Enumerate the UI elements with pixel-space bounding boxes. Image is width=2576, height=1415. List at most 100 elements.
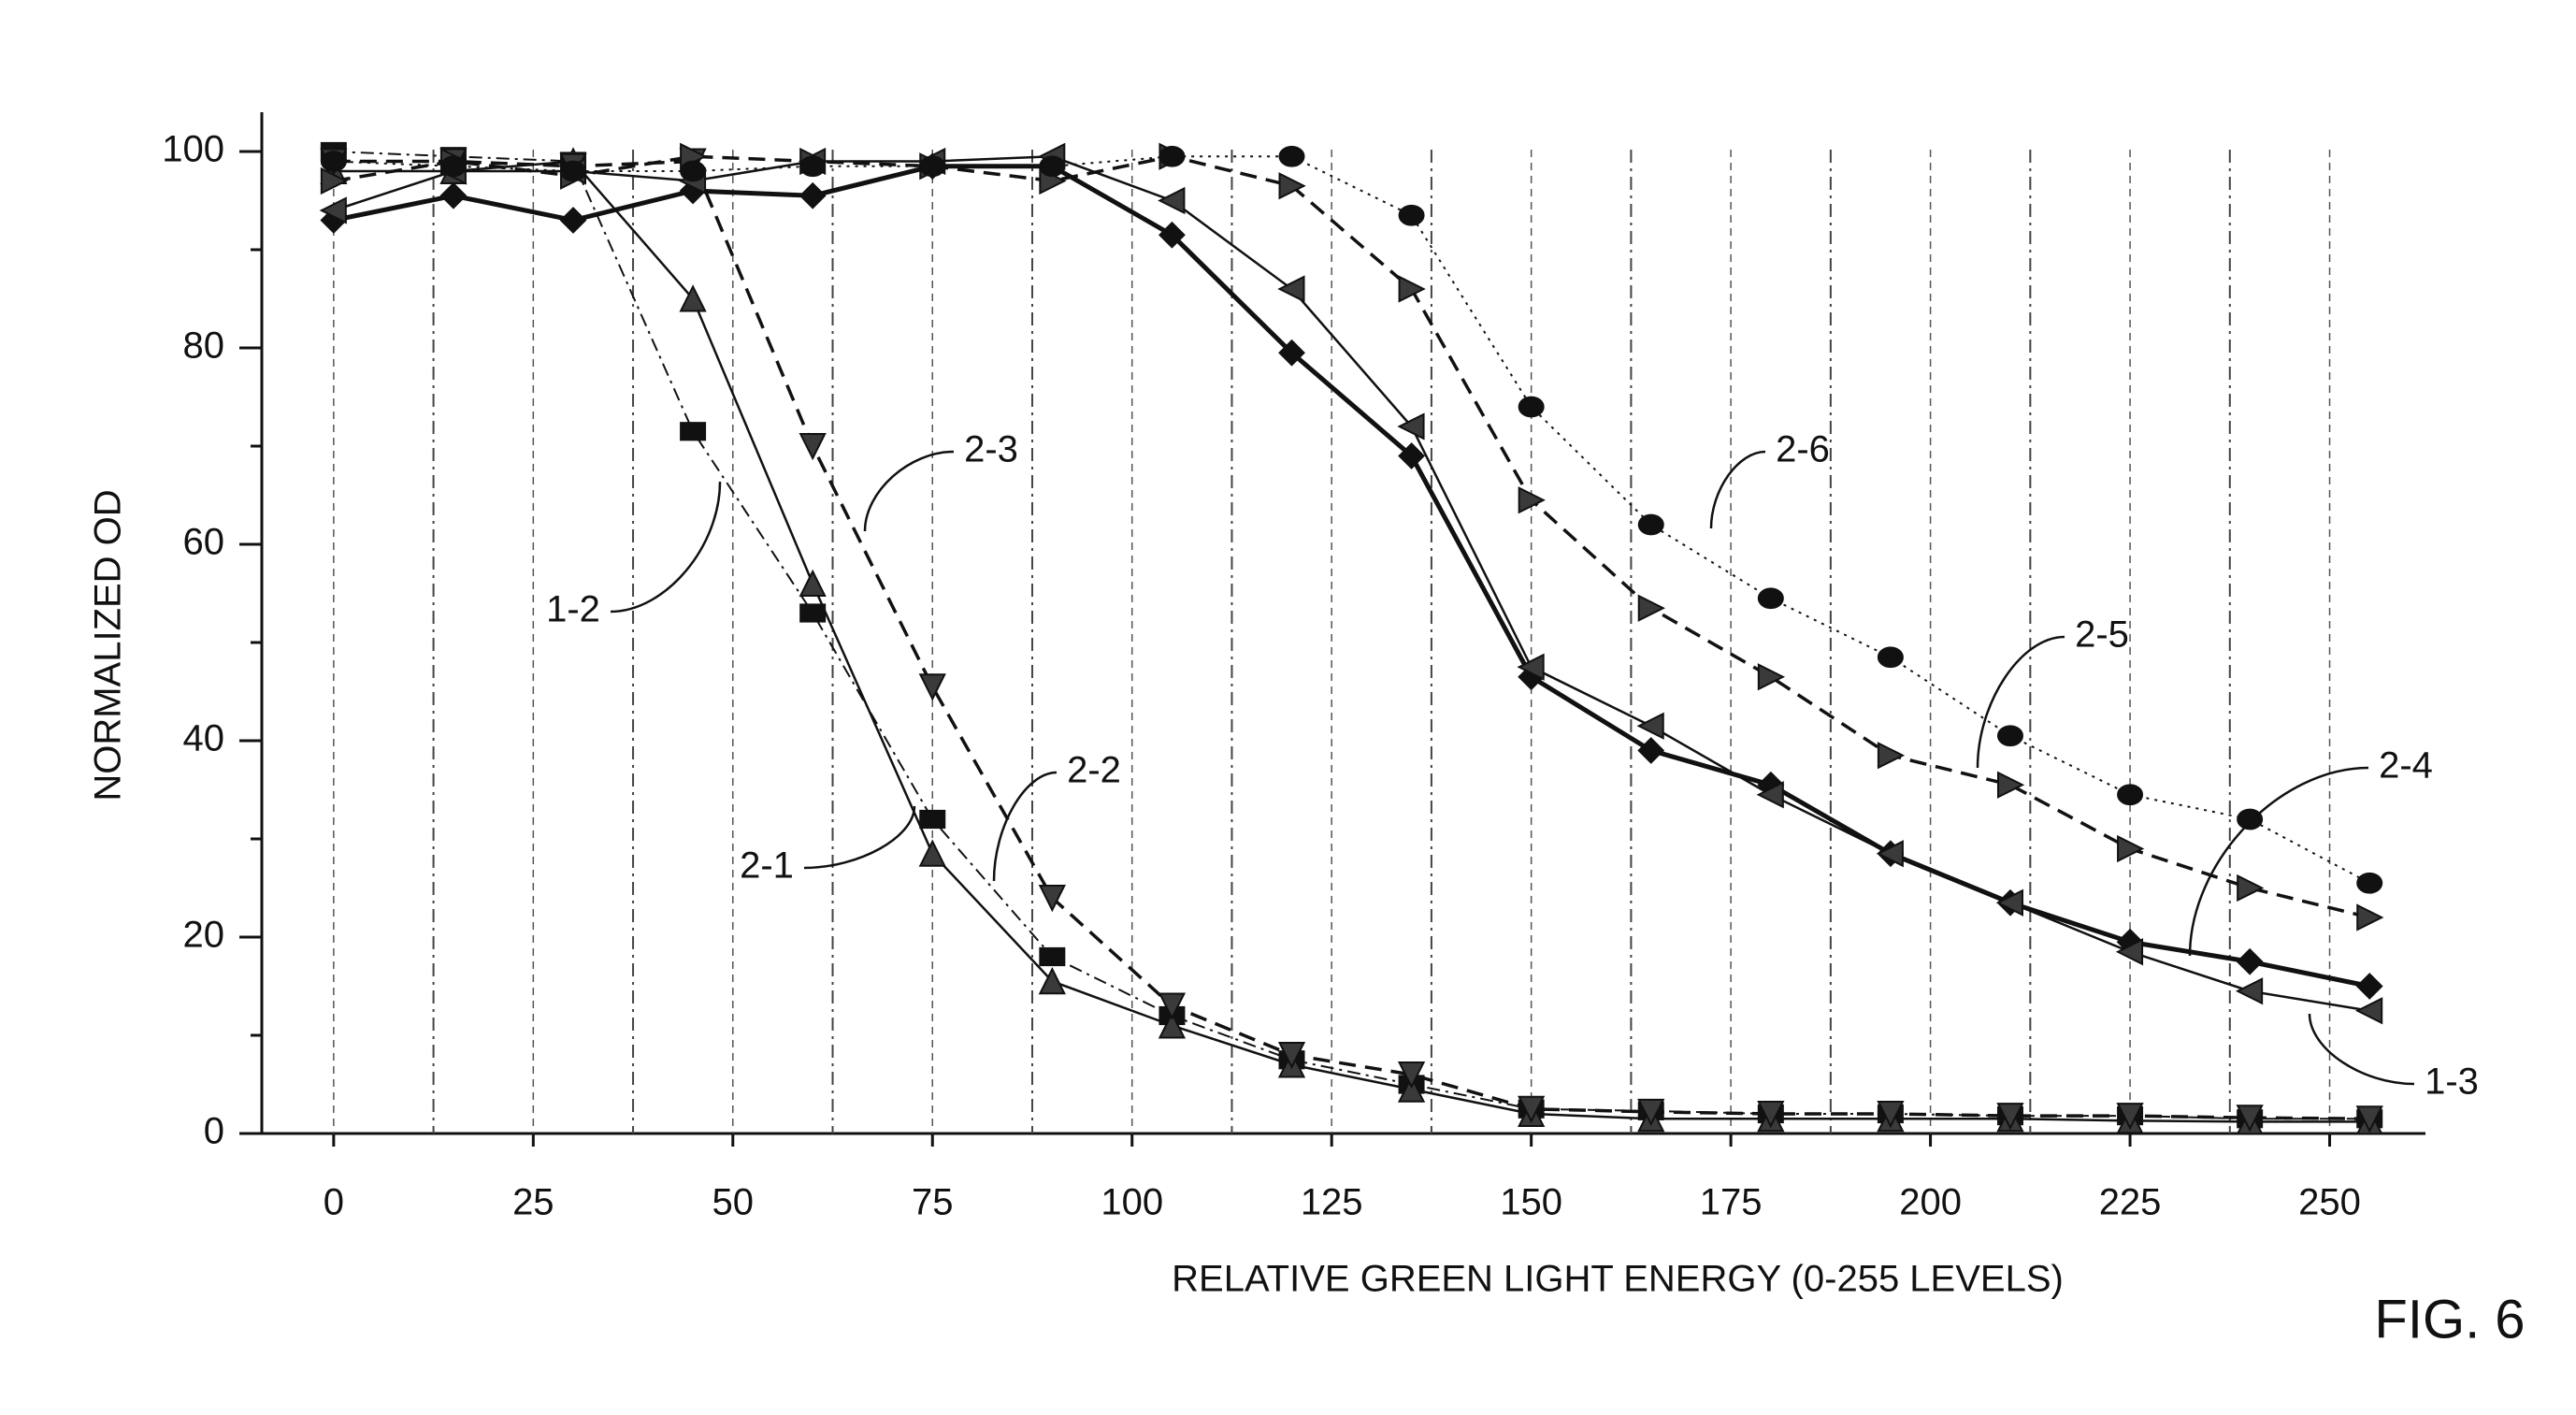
marker xyxy=(1278,172,1306,200)
x-tick-label: 150 xyxy=(1500,1182,1562,1223)
series-line xyxy=(333,154,2370,1012)
marker xyxy=(1876,840,1904,868)
marker xyxy=(2235,977,2264,1005)
y-tick-label: 60 xyxy=(183,522,225,563)
marker xyxy=(2354,997,2383,1025)
marker xyxy=(2237,808,2264,830)
marker xyxy=(1517,653,1545,681)
callout-line xyxy=(2308,1013,2415,1086)
marker xyxy=(2115,938,2144,966)
marker xyxy=(1278,339,1305,367)
marker xyxy=(680,422,707,441)
marker xyxy=(799,603,827,623)
x-tick-label: 200 xyxy=(1899,1182,1962,1223)
marker xyxy=(1996,725,2023,747)
series-line xyxy=(333,155,2370,885)
marker xyxy=(2116,1103,2144,1131)
marker xyxy=(799,569,827,597)
callout-line xyxy=(2188,766,2369,957)
x-tick-label: 75 xyxy=(912,1182,954,1223)
marker xyxy=(2356,872,2383,894)
marker xyxy=(1995,888,2023,917)
marker xyxy=(1518,486,1546,514)
marker xyxy=(1158,186,1186,215)
marker xyxy=(1636,712,1664,740)
marker xyxy=(1158,992,1187,1020)
callout-line xyxy=(863,450,955,532)
callout-line xyxy=(1976,635,2065,769)
marker xyxy=(1398,442,1425,469)
x-tick-label: 125 xyxy=(1301,1182,1363,1223)
marker xyxy=(1039,946,1066,967)
marker xyxy=(1038,967,1066,995)
y-tick-label: 20 xyxy=(183,915,225,956)
x-tick-label: 100 xyxy=(1101,1182,1163,1223)
figure-label: FIG. 6 xyxy=(2374,1289,2525,1350)
callout-line xyxy=(803,805,916,870)
marker xyxy=(1278,145,1305,167)
marker xyxy=(799,181,827,209)
x-axis-label: RELATIVE GREEN LIGHT ENERGY (0-255 LEVEL… xyxy=(1172,1259,2064,1300)
marker xyxy=(1877,742,1906,770)
marker xyxy=(679,284,707,312)
callout-line xyxy=(992,771,1058,882)
marker xyxy=(1518,1095,1546,1123)
marker xyxy=(320,166,349,195)
callout-label: 2-3 xyxy=(964,429,1018,470)
marker xyxy=(1158,1011,1187,1039)
marker xyxy=(1637,1098,1665,1127)
callout-label: 2-4 xyxy=(2379,745,2433,787)
marker xyxy=(680,160,707,182)
y-tick-label: 80 xyxy=(183,325,225,367)
callout-line xyxy=(1709,450,1766,529)
marker xyxy=(919,155,946,178)
marker xyxy=(439,181,468,209)
marker xyxy=(1757,587,1784,610)
marker xyxy=(918,839,946,867)
callout-line xyxy=(610,481,722,614)
x-tick-label: 25 xyxy=(512,1182,554,1223)
marker xyxy=(1637,513,1664,536)
callout-label: 2-2 xyxy=(1067,750,1121,791)
marker xyxy=(2356,903,2384,931)
marker xyxy=(919,809,946,830)
marker xyxy=(799,155,827,178)
marker xyxy=(1877,1101,1905,1129)
marker xyxy=(559,207,587,234)
marker xyxy=(2236,1105,2264,1133)
marker xyxy=(1756,781,1784,809)
callout-label: 2-5 xyxy=(2075,614,2129,656)
marker xyxy=(2237,874,2265,902)
series-line xyxy=(333,151,2370,1120)
marker xyxy=(1277,275,1305,303)
x-tick-label: 175 xyxy=(1700,1182,1763,1223)
callout-label: 2-6 xyxy=(1776,429,1830,470)
series-line xyxy=(333,160,2370,1123)
marker xyxy=(1397,1075,1426,1103)
marker xyxy=(1996,1103,2024,1131)
marker xyxy=(918,673,946,701)
marker xyxy=(1039,155,1066,178)
marker xyxy=(319,196,347,224)
marker xyxy=(1158,145,1186,167)
callout-label: 2-1 xyxy=(740,845,794,887)
marker xyxy=(1996,771,2025,799)
marker xyxy=(1397,1061,1426,1090)
marker xyxy=(1277,1042,1306,1070)
marker xyxy=(1397,412,1425,440)
marker xyxy=(1398,204,1425,226)
marker xyxy=(1038,885,1066,913)
marker xyxy=(560,160,587,182)
marker xyxy=(1637,737,1665,764)
y-tick-label: 0 xyxy=(204,1111,224,1152)
y-tick-label: 100 xyxy=(162,129,224,170)
marker xyxy=(1398,275,1426,303)
marker xyxy=(439,155,467,178)
callout-label: 1-2 xyxy=(546,589,600,630)
series-line xyxy=(333,159,2370,1120)
marker xyxy=(1757,1101,1785,1129)
marker xyxy=(1757,663,1786,691)
marker xyxy=(2236,947,2264,975)
